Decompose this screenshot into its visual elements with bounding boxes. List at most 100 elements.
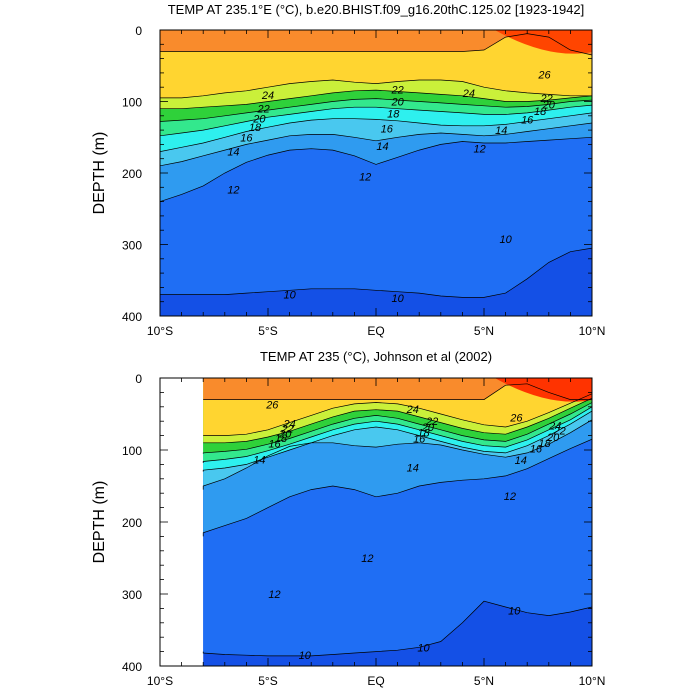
contour-label: 18 bbox=[387, 109, 400, 121]
top-chart-ylabel: DEPTH (m) bbox=[91, 132, 108, 215]
contour-label: 14 bbox=[253, 454, 265, 466]
contour-label: 18 bbox=[275, 433, 288, 445]
y-tick-label: 300 bbox=[122, 239, 142, 253]
contour-line-24 bbox=[160, 79, 592, 99]
fill-warm-corner bbox=[494, 378, 592, 402]
contour-label: 10 bbox=[499, 234, 512, 246]
contour-line-26 bbox=[203, 383, 592, 400]
contour-label: 22 bbox=[280, 423, 293, 435]
contour-line-20 bbox=[202, 402, 592, 454]
y-tick-label: 100 bbox=[122, 444, 142, 458]
x-tick-label: 10°N bbox=[579, 674, 606, 688]
contour-label: 22 bbox=[540, 93, 553, 105]
contour-label: 10 bbox=[391, 293, 404, 305]
contour-line-16 bbox=[160, 112, 592, 152]
contour-label: 14 bbox=[515, 455, 527, 467]
contour-line-24 bbox=[203, 393, 592, 436]
x-tick-label: 5°S bbox=[258, 674, 277, 688]
top-chart-fills bbox=[160, 30, 592, 316]
contour-label: 24 bbox=[548, 421, 561, 433]
x-tick-label: 5°S bbox=[258, 324, 277, 338]
contour-label: 20 bbox=[542, 99, 556, 111]
y-tick-label: 400 bbox=[122, 310, 142, 324]
contour-label: 16 bbox=[530, 444, 543, 456]
y-tick-label: 100 bbox=[122, 96, 142, 110]
contour-label: 14 bbox=[376, 141, 388, 153]
contour-label: 10 bbox=[508, 606, 521, 618]
contour-line-16 bbox=[202, 410, 592, 472]
contour-label: 20 bbox=[252, 114, 266, 126]
contour-label: 18 bbox=[538, 438, 551, 450]
x-tick-label: 5°N bbox=[474, 674, 494, 688]
contour-label: 12 bbox=[268, 589, 280, 601]
x-tick-label: EQ bbox=[367, 674, 384, 688]
contour-label: 24 bbox=[282, 418, 295, 430]
contour-label: 10 bbox=[417, 642, 430, 654]
contour-label: 12 bbox=[474, 144, 486, 156]
top-chart: TEMP AT 235.1°E (°C), b.e20.BHIST.f09_g1… bbox=[91, 2, 605, 338]
contour-label: 22 bbox=[552, 426, 565, 438]
bottom-chart-fills bbox=[203, 378, 592, 666]
contour-label: 26 bbox=[509, 413, 523, 425]
contour-line-14 bbox=[202, 419, 592, 490]
contour-label: 16 bbox=[521, 114, 534, 126]
contour-label: 12 bbox=[227, 184, 239, 196]
contour-label: 24 bbox=[406, 404, 419, 416]
bottom-chart: TEMP AT 235 (°C), Johnson et al (2002) D… bbox=[91, 349, 605, 688]
y-tick-label: 200 bbox=[122, 516, 142, 530]
x-tick-label: 5°N bbox=[474, 324, 494, 338]
top-chart-contour-lines bbox=[160, 33, 592, 298]
x-tick-label: 10°N bbox=[579, 324, 606, 338]
contour-label: 16 bbox=[413, 433, 426, 445]
y-tick-label: 300 bbox=[122, 588, 142, 602]
contour-line-18 bbox=[160, 104, 592, 137]
contour-label: 14 bbox=[227, 147, 239, 159]
contour-label: 12 bbox=[359, 172, 371, 184]
contour-label: 22 bbox=[390, 84, 403, 96]
x-tick-label: 10°S bbox=[147, 674, 173, 688]
contour-label: 10 bbox=[283, 290, 296, 302]
contour-line-12 bbox=[160, 136, 592, 202]
contour-label: 20 bbox=[278, 428, 292, 440]
bottom-chart-ylabel: DEPTH (m) bbox=[91, 481, 108, 564]
contour-label: 18 bbox=[249, 122, 262, 134]
bottom-chart-ticks: 10°S 5°S EQ 5°N 10°N 0 100 200 300 400 bbox=[122, 372, 605, 688]
y-tick-label: 0 bbox=[135, 24, 142, 38]
contour-line-10 bbox=[160, 247, 592, 298]
contour-line-26 bbox=[160, 33, 592, 56]
x-tick-label: 10°S bbox=[147, 324, 173, 338]
contour-label: 26 bbox=[265, 400, 279, 412]
contour-label: 14 bbox=[495, 125, 507, 137]
contour-line-10 bbox=[202, 600, 592, 657]
contour-label: 24 bbox=[462, 88, 475, 100]
y-tick-label: 0 bbox=[135, 372, 142, 386]
contour-label: 16 bbox=[240, 132, 253, 144]
contour-line-12 bbox=[202, 438, 592, 537]
y-tick-label: 400 bbox=[122, 660, 142, 674]
contour-label: 16 bbox=[268, 439, 281, 451]
contour-label: 18 bbox=[417, 428, 430, 440]
bottom-chart-title: TEMP AT 235 (°C), Johnson et al (2002) bbox=[260, 349, 492, 364]
fill-warm-corner bbox=[494, 30, 592, 54]
bottom-chart-contour-lines bbox=[202, 383, 592, 657]
contour-label: 14 bbox=[407, 462, 419, 474]
top-chart-ticks: 10°S 5°S EQ 5°N 10°N 0 100 200 300 400 bbox=[122, 24, 605, 338]
contour-label: 26 bbox=[537, 69, 551, 81]
x-tick-label: EQ bbox=[367, 324, 384, 338]
contour-label: 10 bbox=[299, 650, 312, 662]
contour-label: 22 bbox=[425, 416, 438, 428]
contour-line-14 bbox=[160, 122, 592, 167]
contour-label: 12 bbox=[361, 553, 373, 565]
fill-band-26 bbox=[203, 378, 592, 400]
contour-label: 18 bbox=[534, 106, 547, 118]
contour-label: 20 bbox=[421, 422, 435, 434]
contour-line-18 bbox=[202, 406, 592, 463]
contour-line-22 bbox=[160, 89, 592, 110]
contour-label: 12 bbox=[504, 491, 516, 503]
y-tick-label: 200 bbox=[122, 167, 142, 181]
contour-label: 20 bbox=[390, 97, 404, 109]
top-chart-contour-labels: 2422201816141210222018161412241412161820… bbox=[227, 69, 555, 305]
contour-line-20 bbox=[160, 98, 592, 122]
contour-label: 16 bbox=[381, 124, 394, 136]
